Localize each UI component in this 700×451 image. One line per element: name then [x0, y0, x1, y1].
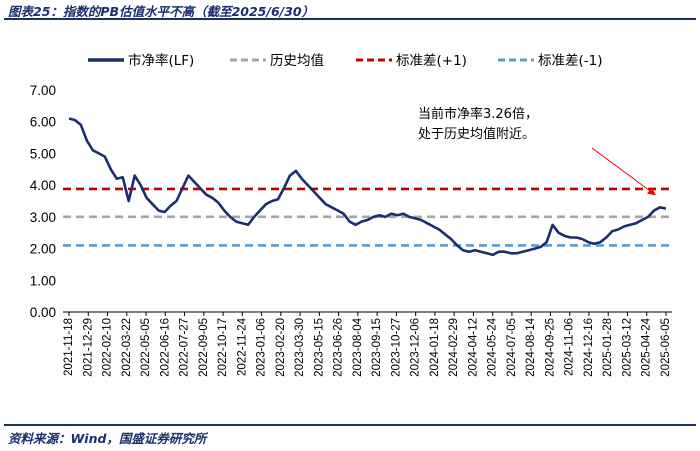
title-divider: [4, 18, 696, 20]
y-tick-label: 1.00: [30, 273, 56, 288]
source-note: 资料来源：Wind，国盛证券研究所: [8, 431, 207, 446]
x-tick-label: 2021-11-18: [63, 318, 75, 376]
legend-label-mean: 历史均值: [270, 53, 324, 69]
series-line-pb: [68, 117, 667, 257]
x-axis-ticks: 2021-11-18 2021-12-29 2022-02-10 2022-03-22…: [63, 312, 672, 377]
x-tick-label: 2024-04-12: [467, 318, 479, 377]
x-tick-label: 2023-08-04: [352, 317, 364, 376]
x-tick-label: 2023-03-30: [294, 318, 306, 377]
annotation-line-1: 当前市净率3.26倍，: [418, 106, 538, 122]
y-tick-label: 7.00: [30, 83, 56, 98]
footer-divider: [4, 424, 696, 426]
x-tick-label: 2022-07-27: [179, 318, 191, 377]
x-tick-label: 2025-03-12: [621, 318, 633, 377]
x-tick-label: 2024-07-05: [506, 318, 518, 377]
reference-lines: [63, 187, 672, 247]
chart-title: 图表25：指数的PB估值水平不高（截至2025/6/30）: [8, 4, 315, 19]
y-tick-label: 5.00: [30, 146, 56, 161]
x-tick-label: 2022-10-17: [217, 318, 229, 377]
x-tick-label: 2022-05-05: [140, 318, 152, 377]
x-tick-label: 2021-12-29: [82, 318, 94, 377]
x-tick-label: 2022-11-24: [236, 317, 248, 376]
x-tick-label: 2024-09-25: [544, 318, 556, 377]
x-tick-label: 2024-05-24: [487, 317, 499, 376]
y-tick-label: 0.00: [30, 305, 56, 320]
x-tick-label: 2024-08-14: [525, 317, 537, 376]
x-tick-label: 2024-11-06: [564, 318, 576, 376]
legend-label-minus1: 标准差(-1): [538, 53, 603, 69]
x-tick-label: 2022-03-22: [121, 318, 133, 377]
y-tick-label: 6.00: [30, 115, 56, 130]
legend-label-plus1: 标准差(+1): [396, 53, 467, 69]
y-axis-ticks: 0.00 1.00 2.00 3.00 4.00 5.00 6.00 7.00: [30, 83, 56, 320]
y-tick-label: 3.00: [30, 210, 56, 225]
annotation-arrow: [591, 147, 656, 196]
x-tick-label: 2023-06-26: [333, 318, 345, 377]
x-tick-label: 2023-02-20: [275, 318, 287, 377]
x-tick-label: 2022-09-05: [198, 318, 210, 377]
x-tick-label: 2022-06-16: [159, 318, 171, 377]
x-tick-label: 2023-10-27: [390, 318, 402, 377]
x-tick-label: 2024-02-29: [448, 318, 460, 377]
annotation: 当前市净率3.26倍， 处于历史均值附近。: [418, 106, 656, 196]
x-tick-label: 2022-02-10: [102, 318, 114, 377]
x-tick-label: 2025-01-28: [602, 318, 614, 377]
y-tick-label: 4.00: [30, 178, 56, 193]
x-tick-label: 2023-09-15: [371, 318, 383, 377]
x-tick-label: 2024-01-18: [429, 318, 441, 377]
x-tick-label: 2025-04-24: [641, 317, 653, 376]
legend-label-pb: 市净率(LF): [128, 52, 194, 69]
y-tick-label: 2.00: [30, 242, 56, 257]
x-tick-label: 2025-06-05: [660, 318, 672, 377]
x-tick-label: 2023-01-06: [256, 318, 268, 377]
legend: 市净率(LF) 历史均值 标准差(+1) 标准差(-1): [88, 52, 603, 69]
x-tick-label: 2024-12-16: [583, 318, 595, 377]
x-tick-label: 2023-05-15: [313, 318, 325, 377]
x-tick-label: 2023-12-06: [410, 318, 422, 377]
annotation-line-2: 处于历史均值附近。: [418, 126, 535, 142]
